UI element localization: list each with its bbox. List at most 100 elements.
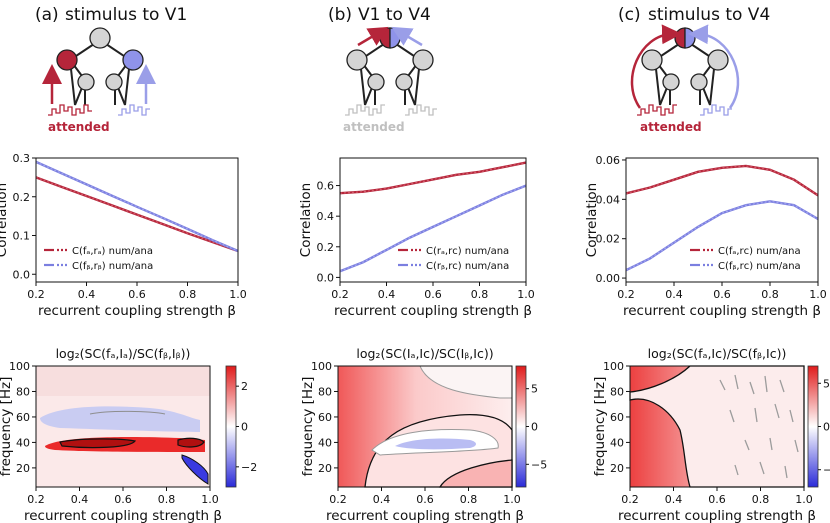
arrow-v1b-v4 bbox=[391, 26, 423, 47]
series-line-1 bbox=[625, 200, 819, 272]
node-v1a bbox=[346, 49, 368, 71]
heatmap-b-art bbox=[338, 365, 513, 488]
attended-label-a: attended bbox=[48, 120, 110, 134]
y-axis-label: Correlation bbox=[584, 183, 600, 257]
series-dashed-1 bbox=[339, 185, 527, 272]
x-tick-label: 0.8 bbox=[460, 493, 478, 506]
y-tick-label: 0.6 bbox=[317, 180, 335, 193]
spike-train-a bbox=[345, 104, 385, 116]
x-tick-label: 0.4 bbox=[378, 288, 396, 301]
node-inh-b bbox=[105, 73, 123, 91]
x-tick-label: 1.0 bbox=[795, 493, 813, 506]
legend-label: C(fₐ,rᴄ) num/ana bbox=[718, 246, 801, 257]
x-tick-label: 0.4 bbox=[78, 288, 96, 301]
x-tick-label: 0.2 bbox=[27, 288, 45, 301]
node-v4 bbox=[89, 27, 111, 49]
x-tick-label: 0.6 bbox=[713, 288, 731, 301]
spike-train-b bbox=[405, 104, 437, 116]
heatmap-title: log₂(SC(Iₐ,Iᴄ)/SC(Iᵦ,Iᴄ)) bbox=[356, 346, 493, 361]
y-tick-label: 40 bbox=[16, 436, 30, 449]
panel-b-title: (b) V1 to V4 bbox=[328, 5, 431, 25]
x-axis-label: recurrent coupling strength β bbox=[334, 303, 532, 319]
series-dashed-0 bbox=[339, 162, 527, 194]
colorbar bbox=[515, 365, 527, 488]
series-line-0 bbox=[625, 164, 819, 197]
legend-label: C(fₐ,rₐ) num/ana bbox=[72, 246, 153, 257]
y-tick-label: 0.3 bbox=[13, 152, 31, 165]
legend-label: C(rᵦ,rᴄ) num/ana bbox=[426, 261, 509, 272]
x-tick-label: 0.8 bbox=[761, 288, 779, 301]
colorbar bbox=[807, 365, 819, 488]
x-tick-label: 0.4 bbox=[665, 288, 683, 301]
network-diagram-c: attended bbox=[630, 24, 740, 134]
y-tick-label: 0.00 bbox=[596, 272, 621, 285]
y-tick-label: 60 bbox=[610, 411, 624, 424]
x-axis-label: recurrent coupling strength β bbox=[38, 303, 236, 319]
x-tick-label: 0.2 bbox=[621, 493, 639, 506]
y-axis-label: frequency [Hz] bbox=[300, 377, 316, 477]
chart-c-heat: log₂(SC(fₐ,Iᴄ)/SC(fᵦ,Iᴄ)) 20 40 60 80 100 5 0 −5… bbox=[592, 346, 830, 523]
node-inh-a bbox=[367, 73, 385, 91]
y-tick-label: 20 bbox=[610, 462, 624, 475]
x-tick-label: 0.6 bbox=[424, 288, 442, 301]
series-dashed-1 bbox=[625, 200, 819, 271]
spike-train-b bbox=[118, 104, 150, 116]
y-tick-label: 80 bbox=[318, 385, 332, 398]
node-v1a bbox=[641, 49, 663, 71]
chart-a-corr: 0.0 0.1 0.2 0.3 C(fₐ,rₐ) num/ana C(fᵦ,rᵦ) num… bbox=[0, 152, 247, 319]
y-tick-label: 20 bbox=[16, 462, 30, 475]
y-tick-label: 100 bbox=[9, 360, 30, 373]
x-tick-label: 1.0 bbox=[809, 288, 827, 301]
panel-b-label: (b) bbox=[328, 5, 352, 25]
y-tick-label: 20 bbox=[318, 462, 332, 475]
panel-c-title: (c) stimulus to V4 bbox=[618, 5, 770, 25]
colorbar-tick-label: 5 bbox=[823, 377, 830, 390]
x-tick-label: 0.6 bbox=[416, 493, 434, 506]
x-tick-label: 0.2 bbox=[329, 493, 347, 506]
colorbar-tick-label: 5 bbox=[531, 383, 538, 396]
y-axis-label: Correlation bbox=[298, 183, 314, 257]
panel-a-title: (a) stimulus to V1 bbox=[35, 5, 187, 25]
series-line-1 bbox=[339, 184, 527, 273]
x-tick-label: 0.8 bbox=[752, 493, 770, 506]
y-tick-label: 40 bbox=[318, 436, 332, 449]
colorbar-tick-label: −2 bbox=[241, 461, 257, 474]
node-inh-a bbox=[662, 73, 680, 91]
y-tick-label: 100 bbox=[603, 360, 624, 373]
x-tick-label: 0.8 bbox=[158, 493, 176, 506]
colorbar-tick-label: 0 bbox=[241, 421, 248, 434]
y-tick-label: 0.4 bbox=[317, 210, 335, 223]
series-dashed-0 bbox=[625, 165, 819, 196]
network-diagram-b: attended bbox=[343, 26, 437, 134]
y-tick-label: 60 bbox=[16, 411, 30, 424]
x-axis-label: recurrent coupling strength β bbox=[623, 303, 821, 319]
y-tick-label: 80 bbox=[610, 385, 624, 398]
chart-b-corr: 0.0 0.2 0.4 0.6 C(rₐ,rᴄ) num/ana C(rᵦ,rᴄ) num… bbox=[298, 157, 535, 319]
panel-b-title-text: V1 to V4 bbox=[358, 5, 431, 25]
series-line-0 bbox=[35, 176, 239, 253]
spike-train-a bbox=[48, 104, 92, 116]
y-tick-label: 60 bbox=[318, 411, 332, 424]
x-tick-label: 0.6 bbox=[114, 493, 132, 506]
y-tick-label: 0.02 bbox=[596, 233, 621, 246]
y-tick-label: 0.0 bbox=[13, 268, 31, 281]
y-tick-label: 80 bbox=[16, 385, 30, 398]
node-v1b bbox=[707, 49, 729, 71]
arrow-stim-a-v4 bbox=[630, 24, 682, 109]
x-tick-label: 1.0 bbox=[229, 288, 247, 301]
heatmap-c-art bbox=[629, 365, 805, 488]
y-tick-label: 0.0 bbox=[317, 271, 335, 284]
y-tick-label: 40 bbox=[610, 436, 624, 449]
y-axis-label: frequency [Hz] bbox=[592, 377, 608, 477]
attended-label-c: attended bbox=[640, 120, 702, 134]
x-tick-label: 0.6 bbox=[708, 493, 726, 506]
y-tick-label: 0.1 bbox=[13, 230, 31, 243]
x-axis-label: recurrent coupling strength β bbox=[618, 508, 816, 523]
y-tick-label: 0.2 bbox=[317, 241, 335, 254]
node-v1a bbox=[56, 49, 78, 71]
y-tick-label: 0.06 bbox=[596, 154, 621, 167]
x-tick-label: 0.4 bbox=[665, 493, 683, 506]
y-tick-label: 0.2 bbox=[13, 191, 31, 204]
network-diagram-a: attended bbox=[42, 27, 156, 134]
